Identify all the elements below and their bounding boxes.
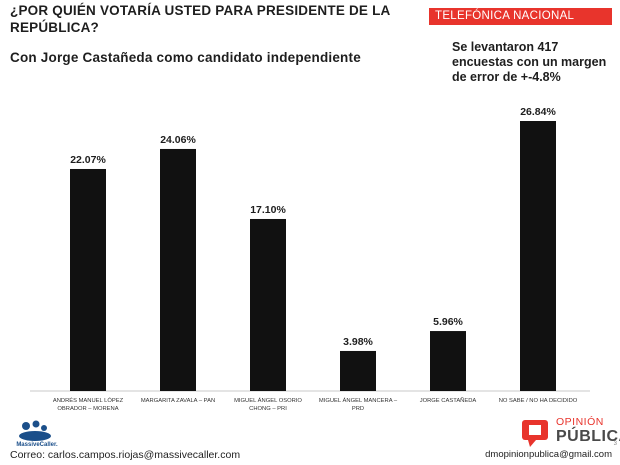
data-label-5: 5.96% bbox=[433, 316, 463, 328]
bar-chart: 22.07% ANDRÉS MANUEL LÓPEZ OBRADOR – MOREN… bbox=[30, 106, 590, 412]
category-label-5: JORGE CASTAÑEDA bbox=[420, 397, 477, 404]
massive-caller-logo: MassiveCaller. bbox=[6, 418, 68, 452]
bar-5 bbox=[430, 331, 466, 391]
data-label-4: 3.98% bbox=[343, 336, 373, 348]
category-label-6: NO SABE / NO HA DECIDIDO bbox=[499, 398, 578, 404]
bar-6 bbox=[520, 121, 556, 391]
data-label-6: 26.84% bbox=[520, 106, 556, 118]
chart-subtitle: Con Jorge Castañeda como candidato indep… bbox=[10, 50, 361, 65]
footer-email-right: dmopinionpublica@gmail.com bbox=[485, 449, 612, 460]
bar-2 bbox=[160, 148, 196, 391]
massive-caller-logo-text: MassiveCaller. bbox=[16, 442, 58, 448]
opinion-publica-logo: OPINIÓN PÚBLICA bbox=[520, 416, 620, 452]
data-label-1: 22.07% bbox=[70, 154, 106, 166]
opinion-logo-word-1: OPINIÓN bbox=[556, 416, 604, 428]
data-label-2: 24.06% bbox=[160, 134, 196, 146]
chart-title: ¿POR QUIÉN VOTARÍA USTED PARA PRESIDENTE… bbox=[10, 3, 390, 35]
bar-4 bbox=[340, 350, 376, 391]
survey-method-badge: TELEFÓNICA NACIONAL bbox=[429, 8, 612, 25]
category-label-2: MARGARITA ZAVALA – PAN bbox=[141, 398, 215, 404]
bar-3 bbox=[250, 218, 286, 391]
speech-bubble-icon bbox=[522, 420, 548, 447]
category-label-1: ANDRÉS MANUEL LÓPEZ OBRADOR – MORENA bbox=[53, 397, 124, 412]
footer-email-left: Correo: carlos.campos.riojas@massivecall… bbox=[10, 449, 241, 461]
opinion-logo-word-2: PÚBLICA bbox=[556, 428, 620, 445]
sample-size-note: Se levantaron 417 encuestas con un marge… bbox=[452, 40, 607, 84]
category-label-4: MIGUEL ÁNGEL MANCERA – PRD bbox=[319, 397, 398, 412]
data-label-3: 17.10% bbox=[250, 204, 286, 216]
bar-1 bbox=[70, 168, 106, 391]
page-number: 3 bbox=[613, 441, 617, 447]
category-label-3: MIGUEL ÁNGEL OSORIO CHONG – PRI bbox=[234, 397, 302, 412]
